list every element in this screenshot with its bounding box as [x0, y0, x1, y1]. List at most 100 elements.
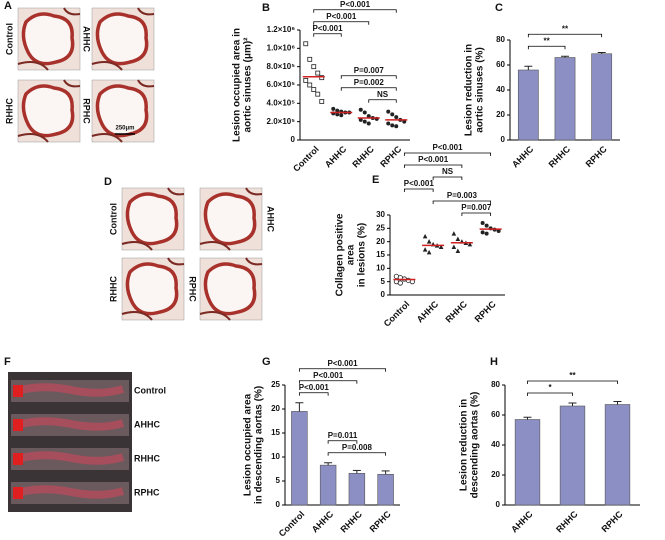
significance-label: P<0.001	[340, 0, 371, 9]
data-point	[307, 82, 313, 88]
x-tick-label: AHHC	[310, 509, 336, 535]
data-point	[480, 230, 485, 235]
data-point	[426, 249, 432, 255]
x-tick-label: RPHC	[473, 299, 498, 324]
significance-label: P=0.002	[354, 78, 385, 87]
data-point	[311, 64, 317, 70]
significance-label: P=0.003	[447, 191, 478, 200]
significance-label: P=0.007	[354, 66, 385, 75]
x-tick-label: RHHC	[339, 509, 365, 535]
aorta-image	[11, 448, 129, 470]
panel-letter: A	[4, 0, 12, 12]
y-axis-label: aortic sinuses (%)	[475, 47, 486, 133]
y-axis-label: Lesion occupied area in	[232, 28, 243, 142]
significance-bracket	[340, 75, 397, 79]
image-label: AHHC	[266, 206, 276, 232]
data-point	[319, 75, 325, 81]
data-point	[422, 247, 428, 252]
significance-label: **	[569, 371, 576, 380]
significance-bracket	[327, 440, 358, 444]
y-tick-label: 5	[276, 476, 281, 485]
x-tick-label: RPHC	[368, 509, 393, 534]
image-label: RPHC	[188, 276, 198, 302]
histology-image	[198, 186, 264, 252]
significance-label: P<0.001	[312, 24, 343, 33]
significance-bracket	[432, 200, 492, 204]
histology-image	[198, 256, 264, 322]
panel-letter: C	[495, 2, 503, 14]
significance-bracket	[298, 368, 387, 372]
significance-bracket	[340, 87, 397, 91]
data-point	[484, 223, 489, 228]
bar	[554, 57, 576, 141]
y-tick-label: 80	[496, 35, 505, 44]
significance-bracket	[368, 99, 397, 103]
x-tick-label: Control	[382, 299, 412, 329]
data-point	[455, 236, 461, 241]
data-point	[311, 87, 317, 92]
x-tick-label: RPHC	[378, 144, 403, 169]
histology-image	[90, 78, 156, 144]
data-point	[358, 117, 363, 122]
panel-letter: F	[4, 356, 11, 368]
image-label: RPHC	[82, 98, 92, 124]
significance-label: P=0.008	[342, 443, 373, 452]
y-axis-label: descending aortas (%)	[470, 392, 481, 499]
data-point	[303, 78, 309, 83]
y-tick-label: 1.2×10⁶	[267, 25, 296, 34]
significance-bracket	[461, 212, 492, 216]
significance-label: NS	[377, 90, 389, 99]
bar	[377, 473, 394, 506]
x-tick-label: RHHC	[350, 144, 376, 170]
significance-label: NS	[442, 167, 454, 176]
x-tick-label: RHHC	[554, 509, 580, 535]
data-point	[422, 233, 428, 239]
data-point	[390, 123, 395, 128]
y-tick-label: 40	[491, 440, 500, 449]
data-point	[426, 239, 432, 244]
significance-label: P=0.011	[328, 431, 358, 440]
significance-label: P<0.001	[327, 359, 358, 368]
data-point	[335, 108, 340, 113]
image-label: RPHC	[134, 487, 160, 497]
aorta-image	[11, 482, 129, 504]
y-tick-label: 2.0×10⁵	[267, 117, 296, 126]
panel-letter: H	[490, 356, 498, 368]
significance-bracket	[403, 188, 434, 192]
data-point	[307, 56, 313, 62]
panel-letter: G	[262, 356, 271, 368]
data-point	[386, 121, 391, 126]
y-axis-label: in lesions (%)	[357, 223, 368, 287]
data-point	[402, 119, 407, 124]
y-axis-label: Lesion reduction in	[459, 399, 470, 491]
significance-label: **	[562, 24, 569, 33]
y-tick-label: 30	[376, 210, 385, 219]
data-point	[386, 109, 391, 114]
significance-label: P<0.001	[313, 371, 344, 380]
image-label: AHHC	[134, 419, 160, 429]
x-tick-label: Control	[291, 144, 321, 174]
data-point	[438, 244, 444, 249]
x-tick-label: AHHC	[415, 299, 441, 325]
bar	[348, 473, 366, 506]
y-tick-label: 15	[271, 428, 280, 437]
significance-label: P<0.001	[299, 383, 330, 392]
bar	[291, 411, 308, 506]
x-tick-label: RPHC	[599, 509, 624, 534]
bar	[604, 404, 631, 506]
significance-bracket	[313, 21, 370, 25]
data-point	[394, 124, 399, 129]
significance-label: *	[548, 383, 552, 392]
x-tick-label: AHHC	[509, 509, 535, 535]
y-tick-label: 6.0×10⁵	[267, 80, 296, 89]
data-point	[455, 248, 461, 253]
data-point	[451, 231, 457, 236]
y-tick-label: 20	[271, 404, 280, 413]
y-axis-label: aortic sinuses (μm)²	[243, 37, 254, 133]
bar	[591, 53, 613, 141]
data-point	[390, 112, 395, 117]
x-tick-label: AHHC	[510, 144, 536, 170]
data-point	[467, 241, 473, 247]
y-tick-label: 10	[376, 263, 385, 272]
